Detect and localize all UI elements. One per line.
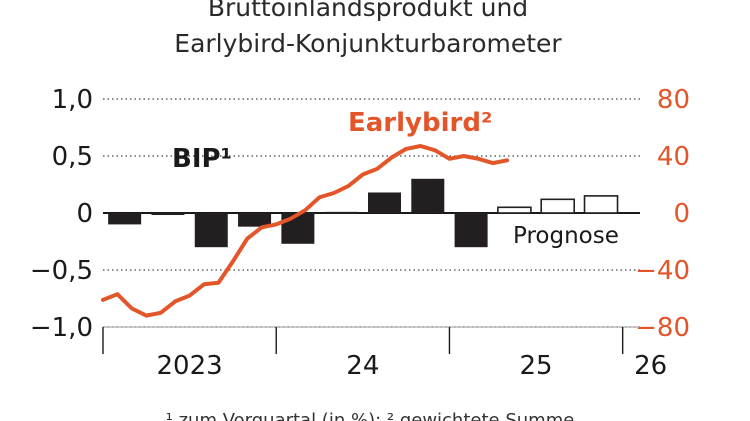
forecast-label: Prognose: [513, 223, 619, 249]
earlybird-line: [101, 144, 510, 318]
footnote: ¹ zum Vorquartal (in %); ² gewichtete Su…: [166, 410, 575, 421]
bip-series-label: BIP¹: [172, 144, 232, 174]
right-tick-label: 80: [657, 85, 690, 115]
right-axis-ticks: −80 −40 0 40 80: [635, 85, 690, 343]
right-tick-label: −40: [635, 256, 690, 286]
x-tick-label: 24: [346, 351, 379, 381]
bip-bar-forecast: [583, 195, 619, 214]
left-tick-label: 0: [76, 199, 93, 229]
left-tick-label: 1,0: [52, 85, 93, 115]
bip-bar-forecast: [497, 206, 532, 214]
x-tick-label: 2023: [157, 351, 223, 381]
bip-bar: [454, 213, 488, 248]
earlybird-line-group: [101, 144, 510, 318]
bip-bar: [238, 213, 272, 227]
left-tick-label: 0,5: [52, 142, 93, 172]
right-tick-label: −80: [635, 313, 690, 343]
x-tick-label: 26: [634, 351, 667, 381]
bip-bar: [367, 192, 401, 213]
left-tick-label: −0,5: [30, 256, 93, 286]
right-tick-label: 0: [673, 199, 690, 229]
bip-bars: [108, 178, 619, 248]
chart-title-line-1: Bruttoinlandsprodukt und: [208, 0, 528, 22]
bip-bar: [281, 213, 315, 244]
bip-bar: [194, 213, 228, 248]
x-tick-label: 25: [520, 351, 553, 381]
earlybird-series-label: Earlybird²: [348, 108, 492, 138]
bip-bar: [151, 213, 185, 215]
bip-bar: [324, 211, 358, 214]
left-tick-label: −1,0: [30, 313, 93, 343]
bip-bar-forecast: [540, 198, 576, 214]
chart-title-line-2: Earlybird-Konjunkturbarometer: [174, 29, 562, 58]
right-tick-label: 40: [657, 142, 690, 172]
bip-bar: [411, 178, 445, 213]
left-axis-ticks: −1,0 −0,5 0 0,5 1,0: [30, 85, 93, 343]
bip-bar: [108, 213, 142, 225]
x-axis: 2023 24 25 26: [102, 326, 667, 381]
